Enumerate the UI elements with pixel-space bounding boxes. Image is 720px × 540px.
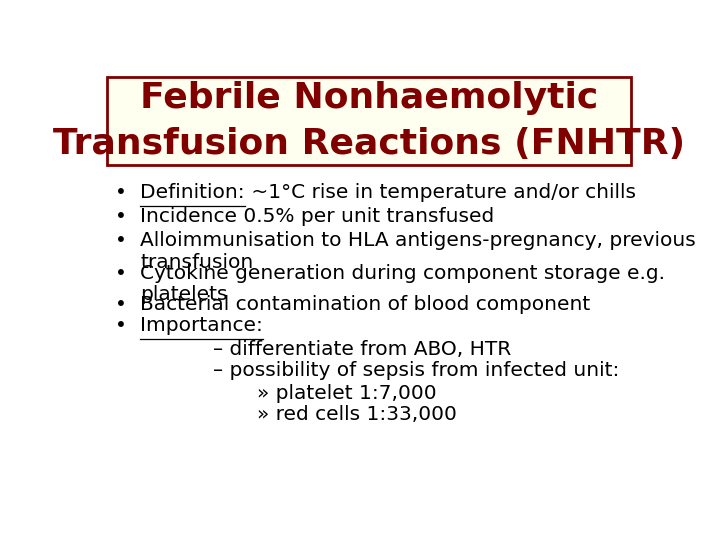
Text: Definition:: Definition:	[140, 183, 245, 202]
Text: ~1°C rise in temperature and/or chills: ~1°C rise in temperature and/or chills	[245, 183, 636, 202]
Text: – differentiate from ABO, HTR: – differentiate from ABO, HTR	[213, 340, 511, 359]
Text: – possibility of sepsis from infected unit:: – possibility of sepsis from infected un…	[213, 361, 619, 380]
Text: Bacterial contamination of blood component: Bacterial contamination of blood compone…	[140, 295, 590, 314]
Text: •: •	[115, 207, 127, 226]
Text: Febrile Nonhaemolytic: Febrile Nonhaemolytic	[140, 81, 598, 115]
Text: Cytokine generation during component storage e.g.: Cytokine generation during component sto…	[140, 264, 665, 282]
Text: platelets: platelets	[140, 285, 228, 304]
Text: » platelet 1:7,000: » platelet 1:7,000	[258, 384, 437, 403]
Text: Transfusion Reactions (FNHTR): Transfusion Reactions (FNHTR)	[53, 127, 685, 161]
Text: •: •	[115, 295, 127, 314]
Text: transfusion: transfusion	[140, 253, 253, 272]
Text: Alloimmunisation to HLA antigens-pregnancy, previous: Alloimmunisation to HLA antigens-pregnan…	[140, 231, 696, 250]
FancyBboxPatch shape	[107, 77, 631, 165]
Text: •: •	[115, 264, 127, 282]
Text: •: •	[115, 316, 127, 335]
Text: Incidence 0.5% per unit transfused: Incidence 0.5% per unit transfused	[140, 207, 495, 226]
Text: •: •	[115, 231, 127, 250]
Text: » red cells 1:33,000: » red cells 1:33,000	[258, 405, 457, 424]
Text: Importance:: Importance:	[140, 316, 263, 335]
Text: •: •	[115, 183, 127, 202]
